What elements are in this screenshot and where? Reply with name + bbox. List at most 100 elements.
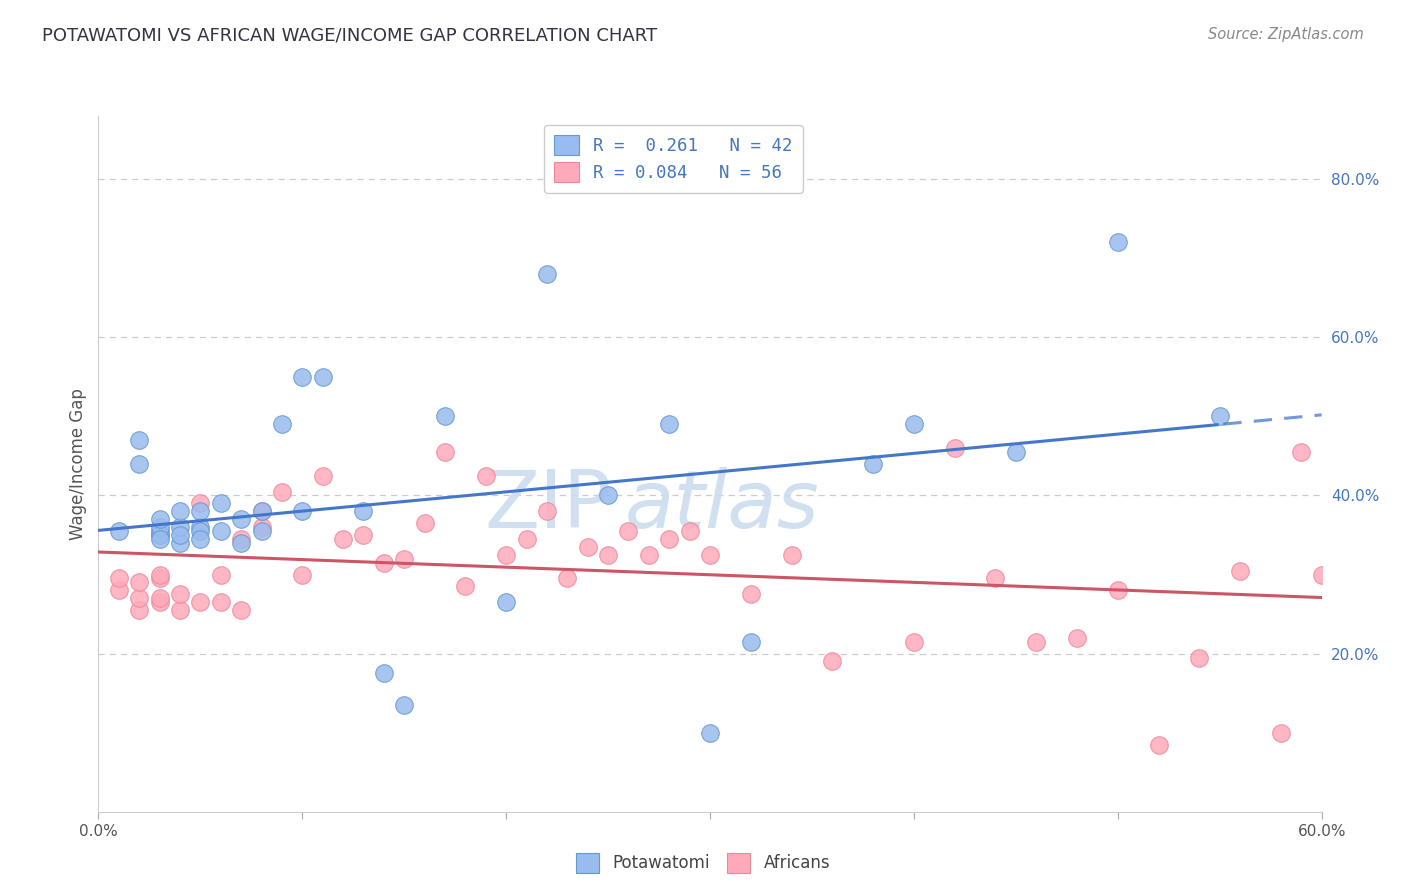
Africans [291, 567, 314, 582]
Potawatomi [536, 267, 558, 281]
Africans [1188, 650, 1211, 665]
Africans [516, 532, 538, 546]
Text: ZIP: ZIP [485, 467, 612, 545]
Africans [128, 575, 150, 590]
Potawatomi [169, 536, 191, 550]
Potawatomi [108, 524, 131, 538]
Africans [638, 548, 661, 562]
Potawatomi [1209, 409, 1232, 424]
Africans [598, 548, 620, 562]
Potawatomi [188, 524, 212, 538]
Africans [231, 532, 253, 546]
Potawatomi [231, 536, 253, 550]
Africans [1025, 634, 1047, 648]
Potawatomi [903, 417, 925, 432]
Potawatomi [352, 504, 374, 518]
Africans [128, 591, 150, 606]
Africans [149, 567, 172, 582]
Legend: Potawatomi, Africans: Potawatomi, Africans [569, 847, 837, 880]
Potawatomi [169, 520, 191, 534]
Africans [209, 567, 232, 582]
Potawatomi [862, 457, 884, 471]
Potawatomi [188, 504, 212, 518]
Africans [413, 516, 436, 530]
Potawatomi [169, 528, 191, 542]
Africans [943, 441, 966, 455]
Text: POTAWATOMI VS AFRICAN WAGE/INCOME GAP CORRELATION CHART: POTAWATOMI VS AFRICAN WAGE/INCOME GAP CO… [42, 27, 657, 45]
Potawatomi [209, 524, 232, 538]
Potawatomi [1107, 235, 1129, 250]
Potawatomi [312, 369, 335, 384]
Potawatomi [128, 457, 150, 471]
Africans [250, 520, 273, 534]
Africans [1066, 631, 1088, 645]
Africans [454, 579, 477, 593]
Africans [474, 468, 498, 483]
Africans [740, 587, 762, 601]
Africans [169, 587, 191, 601]
Africans [108, 583, 131, 598]
Potawatomi [149, 532, 172, 546]
Africans [821, 655, 844, 669]
Potawatomi [231, 512, 253, 526]
Potawatomi [250, 524, 273, 538]
Africans [352, 528, 374, 542]
Potawatomi [291, 504, 314, 518]
Africans [231, 603, 253, 617]
Potawatomi [169, 504, 191, 518]
Potawatomi [740, 634, 762, 648]
Potawatomi [149, 520, 172, 534]
Africans [332, 532, 354, 546]
Potawatomi [658, 417, 681, 432]
Africans [679, 524, 702, 538]
Africans [128, 603, 150, 617]
Potawatomi [209, 496, 232, 510]
Potawatomi [495, 595, 517, 609]
Africans [557, 572, 579, 586]
Potawatomi [270, 417, 294, 432]
Africans [434, 445, 457, 459]
Africans [699, 548, 721, 562]
Text: Source: ZipAtlas.com: Source: ZipAtlas.com [1208, 27, 1364, 42]
Potawatomi [149, 512, 172, 526]
Africans [1291, 445, 1313, 459]
Africans [149, 572, 172, 586]
Legend: R =  0.261   N = 42, R = 0.084   N = 56: R = 0.261 N = 42, R = 0.084 N = 56 [544, 125, 803, 193]
Africans [108, 572, 131, 586]
Potawatomi [598, 488, 620, 502]
Africans [1310, 567, 1333, 582]
Africans [780, 548, 803, 562]
Potawatomi [188, 520, 212, 534]
Africans [209, 595, 232, 609]
Potawatomi [1004, 445, 1026, 459]
Africans [188, 496, 212, 510]
Africans [149, 595, 172, 609]
Potawatomi [291, 369, 314, 384]
Potawatomi [128, 433, 150, 447]
Y-axis label: Wage/Income Gap: Wage/Income Gap [69, 388, 87, 540]
Africans [1107, 583, 1129, 598]
Africans [1229, 564, 1251, 578]
Africans [149, 591, 172, 606]
Africans [984, 572, 1007, 586]
Africans [188, 595, 212, 609]
Africans [169, 603, 191, 617]
Africans [536, 504, 558, 518]
Potawatomi [373, 666, 395, 681]
Potawatomi [188, 532, 212, 546]
Africans [250, 504, 273, 518]
Africans [312, 468, 335, 483]
Africans [576, 540, 599, 554]
Potawatomi [699, 725, 721, 739]
Potawatomi [149, 524, 172, 538]
Africans [1270, 725, 1292, 739]
Africans [903, 634, 925, 648]
Africans [617, 524, 640, 538]
Africans [658, 532, 681, 546]
Africans [495, 548, 517, 562]
Potawatomi [392, 698, 416, 712]
Potawatomi [149, 528, 172, 542]
Potawatomi [250, 504, 273, 518]
Africans [373, 556, 395, 570]
Africans [1147, 738, 1170, 752]
